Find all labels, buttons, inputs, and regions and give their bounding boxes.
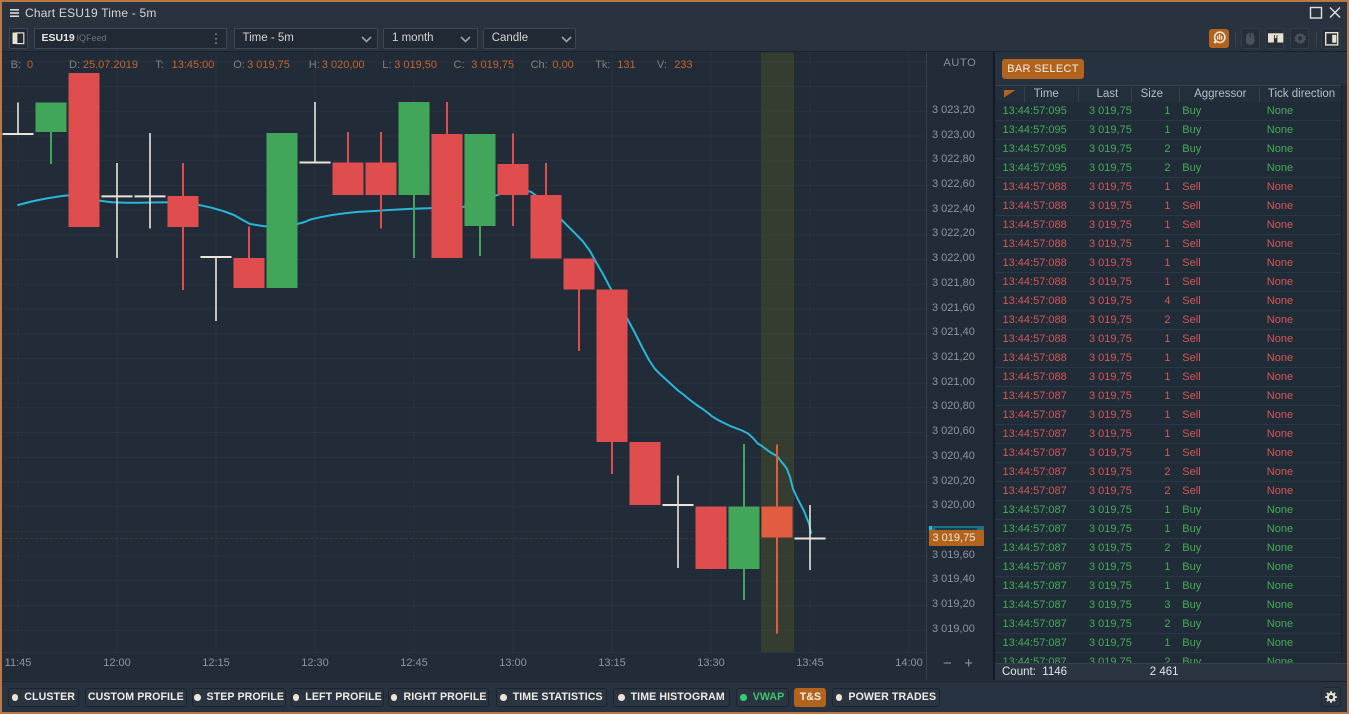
svg-text:11:45: 11:45 [5,657,32,669]
svg-text:14:00: 14:00 [895,657,923,669]
svg-text:13:45: 13:45 [796,657,824,669]
svg-text:12:15: 12:15 [202,657,230,669]
svg-text:12:00: 12:00 [103,657,131,669]
svg-text:13:15: 13:15 [598,657,626,669]
svg-text:12:30: 12:30 [301,657,329,669]
svg-text:13:30: 13:30 [697,657,725,669]
svg-text:13:00: 13:00 [499,657,527,669]
svg-text:12:45: 12:45 [400,657,428,669]
